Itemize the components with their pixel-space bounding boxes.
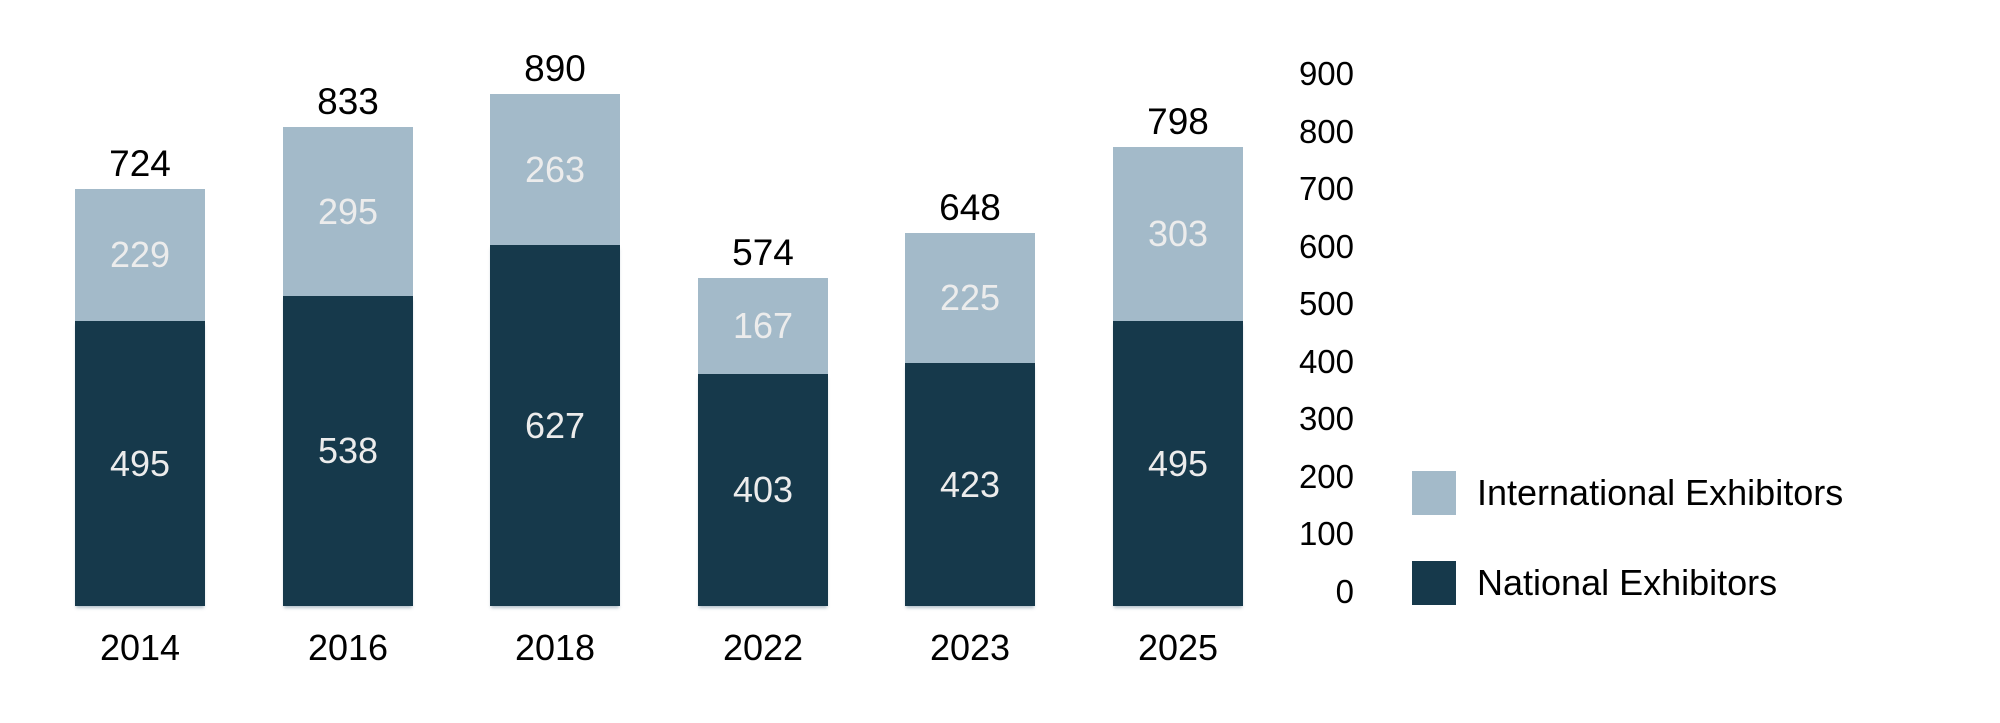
segment-value-international: 167 [732,305,794,346]
bar-segment-international: 229 [75,189,205,321]
legend-label-national: National Exhibitors [1477,562,1778,603]
bar-group-2014: 724 229 495 2014 [75,0,205,723]
bar-segment-national: 423 [905,363,1035,606]
segment-value-national: 538 [317,430,379,471]
legend-label-international: International Exhibitors [1477,472,1844,513]
bar-total-label: 833 [317,81,379,122]
legend-item-national: National Exhibitors [1412,561,1972,605]
segment-value-international: 295 [317,191,379,232]
x-axis-label: 2018 [514,627,596,668]
x-axis-label: 2025 [1137,627,1219,668]
bar-segment-national: 403 [698,374,828,606]
x-axis-label: 2016 [307,627,389,668]
bar-group-2018: 890 263 627 2018 [490,0,620,723]
legend-swatch-international [1412,471,1456,515]
y-axis-tick-label: 400 [1298,343,1354,380]
y-axis-tick-label: 700 [1298,170,1354,207]
y-axis-tick-label: 100 [1298,515,1354,552]
segment-value-national: 627 [524,404,586,446]
bar-segment-international: 225 [905,233,1035,363]
y-axis-tick-label: 900 [1298,55,1354,92]
segment-value-international: 225 [939,277,1001,318]
legend-item-international: International Exhibitors [1412,471,1972,515]
bar-total-label: 648 [939,187,1001,228]
y-axis-tick-label: 600 [1298,228,1354,265]
y-axis-tick-label: 800 [1298,113,1354,150]
segment-value-national: 403 [732,469,794,510]
bar-total-label: 890 [524,48,586,89]
bar-segment-international: 303 [1113,147,1243,321]
bar-segment-international: 295 [283,127,413,297]
bar-group-2022: 574 167 403 2022 [698,0,828,723]
bar-segment-international: 263 [490,94,620,245]
segment-value-national: 423 [939,463,1001,505]
bar-total-label: 798 [1147,101,1209,142]
segment-value-international: 263 [524,148,586,190]
y-axis-tick-label: 0 [1335,573,1354,610]
bar-segment-national: 627 [490,245,620,606]
bar-group-2025: 798 303 495 2025 [1113,0,1243,723]
bar-segment-international: 167 [698,278,828,374]
bar-segment-national: 538 [283,296,413,606]
x-axis-label: 2014 [99,627,181,668]
segment-value-international: 303 [1147,213,1209,254]
y-axis-tick-label: 500 [1298,285,1354,322]
y-axis-tick-label: 300 [1298,400,1354,437]
x-axis-label: 2023 [929,627,1011,668]
segment-value-national: 495 [1147,442,1209,484]
segment-value-national: 495 [109,442,171,484]
x-axis-label: 2022 [722,627,804,668]
bar-segment-national: 495 [75,321,205,606]
segment-value-international: 229 [109,234,171,275]
y-axis-tick-label: 200 [1298,458,1354,495]
bar-group-2023: 648 225 423 2023 [905,0,1035,723]
bar-total-label: 724 [109,143,171,184]
bar-segment-national: 495 [1113,321,1243,606]
bar-group-2016: 833 295 538 2016 [283,0,413,723]
legend-swatch-national [1412,561,1456,605]
bar-total-label: 574 [732,232,794,273]
